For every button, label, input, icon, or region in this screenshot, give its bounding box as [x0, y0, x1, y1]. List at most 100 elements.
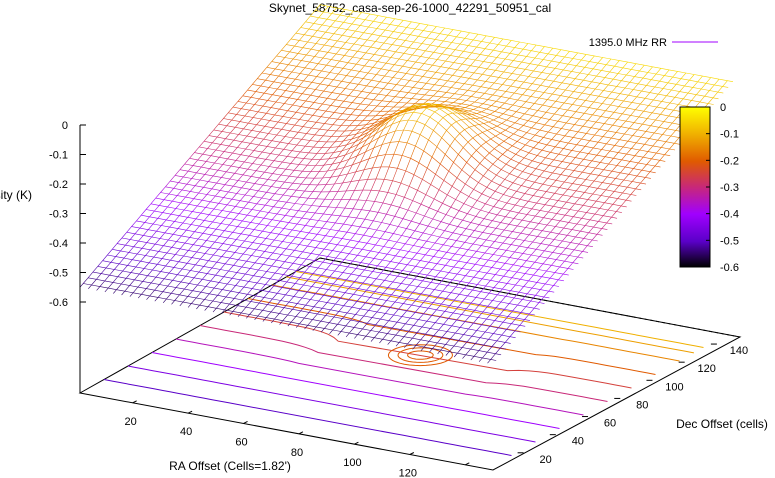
mesh-line-y — [626, 69, 632, 76]
mesh-line-y — [369, 122, 375, 128]
mesh-line-y — [390, 130, 396, 143]
mesh-line-x — [195, 185, 204, 188]
mesh-line-y — [124, 285, 130, 292]
mesh-line-x — [605, 110, 615, 113]
mesh-line-y — [466, 336, 473, 342]
mesh-line-x — [264, 251, 273, 254]
mesh-line-x — [419, 69, 428, 72]
mesh-line-y — [351, 217, 357, 226]
mesh-line-x — [719, 78, 728, 81]
mesh-line-x — [557, 246, 566, 249]
mesh-line-y — [454, 294, 460, 301]
mesh-line-x — [362, 119, 371, 122]
mesh-line-y — [154, 205, 160, 212]
mesh-line-x — [291, 71, 301, 74]
mesh-line-x — [116, 289, 125, 292]
mesh-line-x — [593, 226, 602, 229]
mesh-line-y — [356, 91, 363, 98]
mesh-line-y — [334, 136, 341, 143]
mesh-line-x — [328, 289, 337, 292]
mesh-line-x — [549, 244, 558, 247]
mesh-line-y — [499, 58, 506, 65]
mesh-line-x — [518, 212, 528, 215]
mesh-line-y — [333, 311, 340, 318]
mesh-line-y — [533, 269, 539, 276]
mesh-line-y — [221, 250, 227, 257]
mesh-line-x — [324, 44, 333, 47]
mesh-line-y — [248, 196, 254, 203]
mesh-line-y — [303, 279, 309, 286]
mesh-line-y — [463, 249, 469, 256]
mesh-line-y — [204, 306, 209, 311]
mesh-line-y — [399, 85, 405, 92]
mesh-line-x — [472, 84, 481, 87]
mesh-line-x — [430, 328, 439, 331]
mesh-line-y — [553, 200, 559, 207]
mesh-line-x — [577, 256, 584, 259]
mesh-line-x — [338, 278, 347, 281]
mesh-line-x — [361, 142, 371, 148]
mesh-line-x — [333, 236, 343, 239]
mesh-line-x — [553, 80, 562, 84]
mesh-line-y — [330, 53, 337, 60]
mesh-line-x — [538, 302, 545, 304]
mesh-line-x — [463, 51, 472, 54]
mesh-line-x — [481, 41, 490, 44]
mesh-line-x — [239, 121, 249, 124]
mesh-line-y — [228, 140, 235, 147]
mesh-line-x — [634, 122, 643, 125]
mesh-line-x — [697, 81, 707, 84]
mesh-line-y — [691, 94, 697, 101]
mesh-line-x — [392, 77, 402, 80]
mesh-line-x — [260, 289, 269, 292]
mesh-line-y — [223, 145, 230, 152]
mesh-line-y — [221, 309, 225, 314]
mesh-line-y — [406, 304, 412, 311]
mesh-line-y — [437, 105, 443, 107]
mesh-line-x — [504, 102, 513, 106]
mesh-line-y — [329, 270, 335, 277]
mesh-line-x — [440, 66, 450, 69]
mesh-line-x — [573, 216, 582, 219]
mesh-line-y — [147, 269, 153, 276]
mesh-line-y — [435, 270, 441, 277]
mesh-line-y — [673, 104, 679, 111]
mesh-line-x — [535, 90, 545, 93]
mesh-line-x — [226, 250, 235, 253]
mesh-line-y — [515, 149, 521, 155]
mesh-line-x — [403, 20, 412, 23]
mesh-line-x — [327, 98, 336, 101]
mesh-line-x — [272, 173, 282, 176]
mesh-line-x — [456, 36, 465, 39]
mesh-line-y — [376, 22, 382, 29]
mesh-line-y — [368, 147, 375, 159]
mesh-line-y — [155, 271, 162, 278]
mesh-line-x — [190, 270, 199, 273]
mesh-line-y — [289, 124, 295, 131]
mesh-line-x — [340, 159, 349, 163]
mesh-line-x — [576, 144, 586, 147]
mesh-line-x — [266, 271, 276, 274]
mesh-line-x — [192, 290, 202, 293]
mesh-line-y — [539, 170, 545, 177]
mesh-line-x — [528, 152, 538, 156]
mesh-line-x — [592, 193, 602, 196]
mesh-line-x — [525, 101, 535, 104]
mesh-line-x — [428, 57, 438, 60]
mesh-line-y — [320, 153, 326, 160]
mesh-line-y — [325, 105, 331, 112]
mesh-line-x — [347, 312, 356, 315]
mesh-line-x — [352, 128, 362, 131]
mesh-line-x — [173, 188, 183, 191]
mesh-line-x — [403, 336, 413, 339]
mesh-line-x — [332, 329, 342, 332]
mesh-line-x — [369, 123, 379, 128]
mesh-line-x — [535, 134, 544, 138]
mesh-line-x — [218, 282, 228, 285]
mesh-line-y — [604, 117, 610, 124]
mesh-line-y — [500, 91, 507, 97]
mesh-line-y — [292, 53, 299, 60]
mesh-line-x — [495, 353, 502, 356]
mesh-line-y — [436, 53, 443, 60]
mesh-line-x — [654, 165, 661, 168]
